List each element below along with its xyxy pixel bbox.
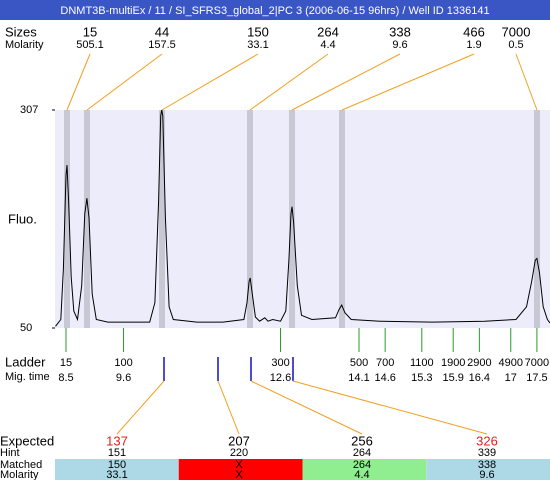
matched: 264 <box>353 459 371 471</box>
hint: 339 <box>478 447 496 459</box>
peak-connector <box>86 53 163 111</box>
expected-connector <box>292 380 488 435</box>
matched: 150 <box>108 459 126 471</box>
hint: 220 <box>230 447 248 459</box>
ladder-size: 2900 <box>467 357 491 369</box>
hint: 151 <box>108 447 126 459</box>
peak-band <box>159 110 165 328</box>
peak-molarity: 4.4 <box>320 39 335 51</box>
peak-size: 44 <box>155 24 169 39</box>
expected: 207 <box>228 433 250 448</box>
peak-size: 338 <box>389 24 411 39</box>
ladder-time: 9.6 <box>116 372 131 384</box>
expected: 256 <box>351 433 373 448</box>
molarity: 4.4 <box>354 469 369 480</box>
expected-connector <box>217 380 240 435</box>
peak-connector <box>249 53 329 111</box>
peak-molarity: 505.1 <box>76 39 104 51</box>
ladder-time: 8.5 <box>58 372 73 384</box>
expected-connector <box>250 380 363 435</box>
ladder-time: 15.9 <box>442 372 463 384</box>
peak-band <box>247 110 253 328</box>
table-cell <box>426 459 550 480</box>
row-label: Expected <box>0 433 54 448</box>
peak-band <box>64 110 70 328</box>
peak-band <box>339 110 345 328</box>
ladder-size: 1900 <box>441 357 465 369</box>
row-label: Molarity <box>0 469 39 480</box>
ladder-time: 12.6 <box>270 372 291 384</box>
ladder-size: 1100 <box>410 357 434 369</box>
peak-molarity: 9.6 <box>392 39 407 51</box>
ladder-size: 500 <box>350 357 368 369</box>
ladder-time: 15.3 <box>411 372 432 384</box>
peak-molarity: 33.1 <box>247 39 268 51</box>
ladder-time: 17 <box>505 372 517 384</box>
ladder-time: 14.6 <box>374 372 395 384</box>
y-tick-label: 50 <box>20 322 32 334</box>
ladder-time: 17.5 <box>526 372 547 384</box>
table-cell <box>302 459 427 480</box>
peak-size: 264 <box>317 24 339 39</box>
title-bar <box>0 0 550 20</box>
peak-connector <box>341 53 475 111</box>
y-axis-label: Fluo. <box>8 211 37 226</box>
peak-connector <box>515 53 538 111</box>
ladder-time: 16.4 <box>469 372 490 384</box>
molarity: 9.6 <box>479 469 494 480</box>
table-cell <box>178 459 303 480</box>
ladder-size: 15 <box>60 357 72 369</box>
trace <box>55 109 550 327</box>
ladder-size: 700 <box>376 357 394 369</box>
table-cell <box>55 459 179 480</box>
expected: 326 <box>476 433 498 448</box>
ladder-label: Ladder <box>5 354 46 369</box>
molarity: 33.1 <box>106 469 127 480</box>
peak-molarity: 157.5 <box>148 39 176 51</box>
hint: 264 <box>353 447 371 459</box>
peak-molarity: 0.5 <box>508 39 523 51</box>
ladder-time: 14.1 <box>348 372 369 384</box>
peak-connector <box>161 53 259 111</box>
peak-connector <box>291 53 401 111</box>
peak-size: 150 <box>247 24 269 39</box>
ladder-size: 4900 <box>499 357 523 369</box>
peak-size: 15 <box>83 24 97 39</box>
row-label: Matched <box>0 459 42 471</box>
peak-band <box>84 110 90 328</box>
sizes-label: Sizes <box>5 24 37 39</box>
ladder-size: 300 <box>271 357 289 369</box>
matched: X <box>235 459 243 471</box>
peak-band <box>289 110 295 328</box>
peak-size: 466 <box>463 24 485 39</box>
mig-time-label: Mig. time <box>5 371 50 383</box>
peak-connector <box>66 53 91 111</box>
molarity: X <box>235 469 243 480</box>
molarity-label: Molarity <box>5 39 44 51</box>
matched: 338 <box>478 459 496 471</box>
ladder-size: 100 <box>114 357 132 369</box>
peak-band <box>534 110 540 328</box>
expected: 137 <box>106 433 128 448</box>
peak-size: 7000 <box>502 24 531 39</box>
y-tick-label: 307 <box>20 104 38 116</box>
peak-molarity: 1.9 <box>466 39 481 51</box>
expected-connector <box>116 380 165 435</box>
plot-area <box>55 110 550 328</box>
row-label: Hint <box>0 447 20 459</box>
title: DNMT3B-multiEx / 11 / SI_SFRS3_global_2|… <box>60 5 489 17</box>
ladder-size: 7000 <box>525 357 549 369</box>
